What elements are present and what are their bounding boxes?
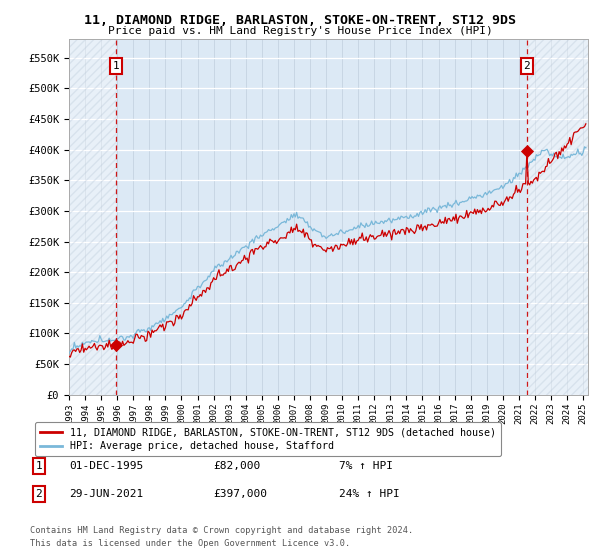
Point <box>522 147 532 156</box>
Text: 7% ↑ HPI: 7% ↑ HPI <box>339 461 393 471</box>
Text: 2: 2 <box>524 61 530 71</box>
Text: This data is licensed under the Open Government Licence v3.0.: This data is licensed under the Open Gov… <box>30 539 350 548</box>
Text: £397,000: £397,000 <box>213 489 267 499</box>
Text: 24% ↑ HPI: 24% ↑ HPI <box>339 489 400 499</box>
Text: 2: 2 <box>35 489 43 499</box>
Text: 1: 1 <box>35 461 43 471</box>
Legend: 11, DIAMOND RIDGE, BARLASTON, STOKE-ON-TRENT, ST12 9DS (detached house), HPI: Av: 11, DIAMOND RIDGE, BARLASTON, STOKE-ON-T… <box>35 422 501 456</box>
Text: 01-DEC-1995: 01-DEC-1995 <box>69 461 143 471</box>
Text: Contains HM Land Registry data © Crown copyright and database right 2024.: Contains HM Land Registry data © Crown c… <box>30 526 413 535</box>
Text: 29-JUN-2021: 29-JUN-2021 <box>69 489 143 499</box>
Bar <box>69 39 116 395</box>
Point <box>111 340 121 349</box>
Text: £82,000: £82,000 <box>213 461 260 471</box>
Bar <box>527 39 588 395</box>
Text: Price paid vs. HM Land Registry's House Price Index (HPI): Price paid vs. HM Land Registry's House … <box>107 26 493 36</box>
Text: 11, DIAMOND RIDGE, BARLASTON, STOKE-ON-TRENT, ST12 9DS: 11, DIAMOND RIDGE, BARLASTON, STOKE-ON-T… <box>84 14 516 27</box>
Text: 1: 1 <box>113 61 119 71</box>
